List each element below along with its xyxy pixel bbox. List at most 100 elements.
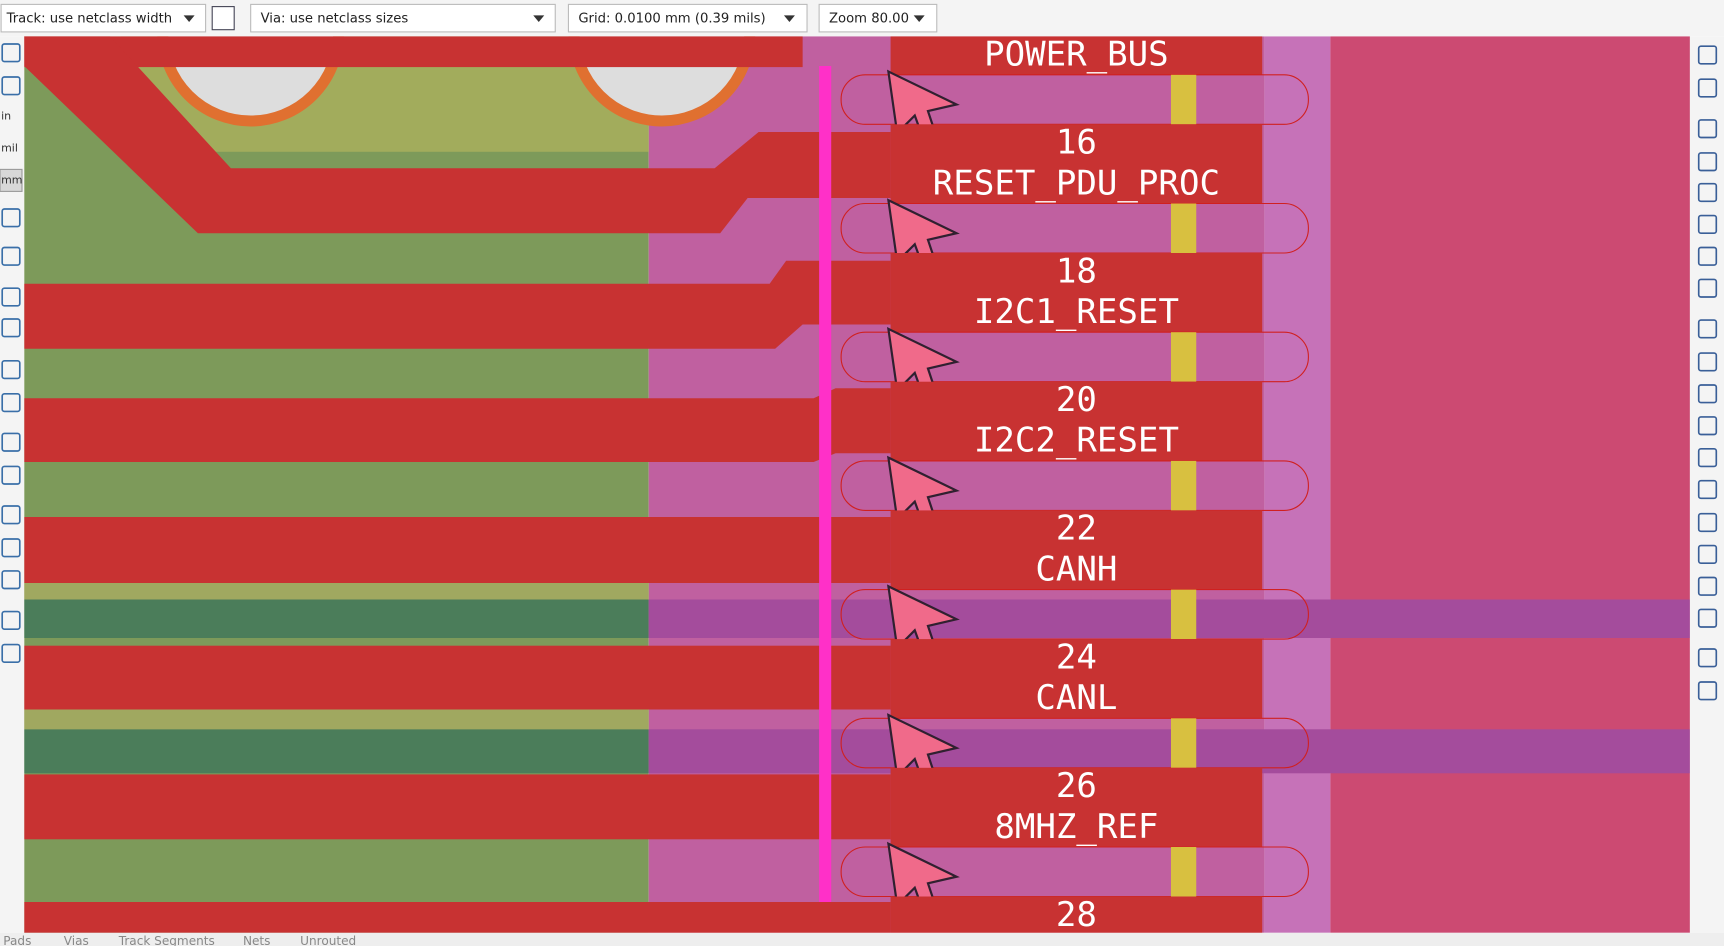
unit-selected [0, 168, 23, 192]
pad-marker [1170, 74, 1197, 125]
tool-icon[interactable] [1697, 512, 1718, 533]
track [24, 645, 891, 710]
pad [890, 510, 1263, 590]
status-field: Nets [243, 934, 270, 946]
tool-icon[interactable] [1, 610, 21, 631]
netclass-button[interactable] [211, 6, 235, 31]
pad [890, 896, 1263, 933]
zoom: Zoom 80.00 [829, 12, 909, 27]
pad [890, 124, 1263, 204]
via-size: Via: use netclass sizes [261, 12, 409, 27]
pad-number: 16 [1056, 123, 1097, 163]
tool-icon[interactable] [1, 76, 21, 96]
tool-icon[interactable] [1, 359, 21, 380]
left-tools: in mil mm [0, 43, 23, 664]
pad [890, 639, 1263, 719]
tool-icon[interactable] [1697, 416, 1718, 436]
unit-button[interactable]: in [1, 110, 11, 123]
tool-icon[interactable] [1697, 544, 1718, 565]
tool-icon[interactable] [1697, 119, 1718, 139]
tool-icon[interactable] [1, 246, 21, 266]
zone [1264, 36, 1331, 933]
tool-icon[interactable] [1697, 608, 1718, 628]
pad-number: 28 [1056, 895, 1097, 935]
zone-band [24, 709, 649, 730]
pad-net: I2C1_RESET [974, 292, 1179, 332]
pad-net: CANH [1035, 549, 1117, 589]
tool-icon[interactable] [1, 505, 21, 525]
tool-icon[interactable] [1697, 78, 1718, 98]
tool-icon[interactable] [1697, 214, 1718, 235]
via-dropdown[interactable] [250, 3, 556, 33]
pad-net: POWER_BUS [984, 35, 1169, 75]
track [24, 517, 891, 583]
tool-icon[interactable] [1697, 384, 1718, 404]
pad-number: 18 [1056, 251, 1097, 291]
pad-number: 22 [1056, 509, 1097, 549]
status-field: Vias [64, 934, 89, 946]
pad [890, 381, 1263, 461]
track [24, 388, 891, 462]
tool-icon[interactable] [1, 643, 21, 664]
pad-marker [1170, 332, 1197, 382]
zone-band [648, 599, 1690, 638]
grid-size: Grid: 0.0100 mm (0.39 mils) [578, 12, 765, 27]
unit-button[interactable]: mm [1, 173, 22, 186]
track-width: Track: use netclass width [6, 12, 173, 27]
tool-icon[interactable] [1, 570, 21, 590]
tool-icon[interactable] [1, 287, 21, 307]
tool-icon[interactable] [1697, 182, 1718, 203]
pad-net: I2C2_RESET [974, 421, 1179, 461]
status-bar [0, 932, 1724, 946]
tool-icon[interactable] [1697, 681, 1718, 701]
grid-dropdown[interactable] [567, 3, 808, 33]
track [24, 902, 891, 933]
tool-icon[interactable] [1697, 278, 1718, 298]
tool-icon[interactable] [1697, 352, 1718, 372]
pad [890, 253, 1263, 333]
pad-net: 8MHZ_REF [994, 807, 1158, 847]
tool-icon[interactable] [1697, 479, 1718, 500]
zone-band [24, 599, 649, 638]
tool-icon[interactable] [1697, 45, 1718, 65]
track [24, 774, 891, 840]
tool-icon[interactable] [1, 318, 21, 338]
zone-band [648, 729, 1690, 774]
tool-icon[interactable] [1697, 648, 1718, 668]
status-field: Unrouted [300, 934, 356, 946]
pad [890, 767, 1263, 847]
pad-marker [1170, 203, 1197, 253]
tool-icon[interactable] [1, 538, 21, 558]
dropdown-arrow [533, 15, 545, 22]
dropdown-arrow [183, 15, 195, 22]
tool-icon[interactable] [1, 208, 21, 228]
pad-net: CANL [1035, 678, 1117, 718]
tool-icon[interactable] [1697, 319, 1718, 339]
tool-icon[interactable] [1, 465, 21, 485]
status-field: Pads [3, 934, 31, 946]
pad-marker [1170, 460, 1197, 511]
unit-button[interactable]: mil [1, 141, 18, 154]
pad-number: 24 [1056, 637, 1097, 677]
dropdown-arrow [783, 15, 795, 22]
tool-icon[interactable] [1697, 152, 1718, 172]
status-fields: Pads Vias Track Segments Nets Unrouted [3, 934, 356, 946]
track [24, 36, 803, 68]
tool-icon[interactable] [1697, 447, 1718, 468]
tool-icon[interactable] [1, 432, 21, 452]
zone-band [24, 729, 649, 774]
tool-icon[interactable] [1697, 246, 1718, 266]
right-toolbar [1689, 36, 1724, 933]
status-field: Track Segments [118, 934, 215, 946]
right-tools [1697, 45, 1718, 701]
zone [1330, 36, 1690, 933]
tool-icon[interactable] [1697, 576, 1718, 596]
pad-number: 20 [1056, 380, 1097, 420]
track [24, 260, 891, 349]
track-dropdown[interactable] [0, 3, 207, 33]
tool-icon[interactable] [1, 392, 21, 413]
tool-icon[interactable] [1, 43, 21, 63]
